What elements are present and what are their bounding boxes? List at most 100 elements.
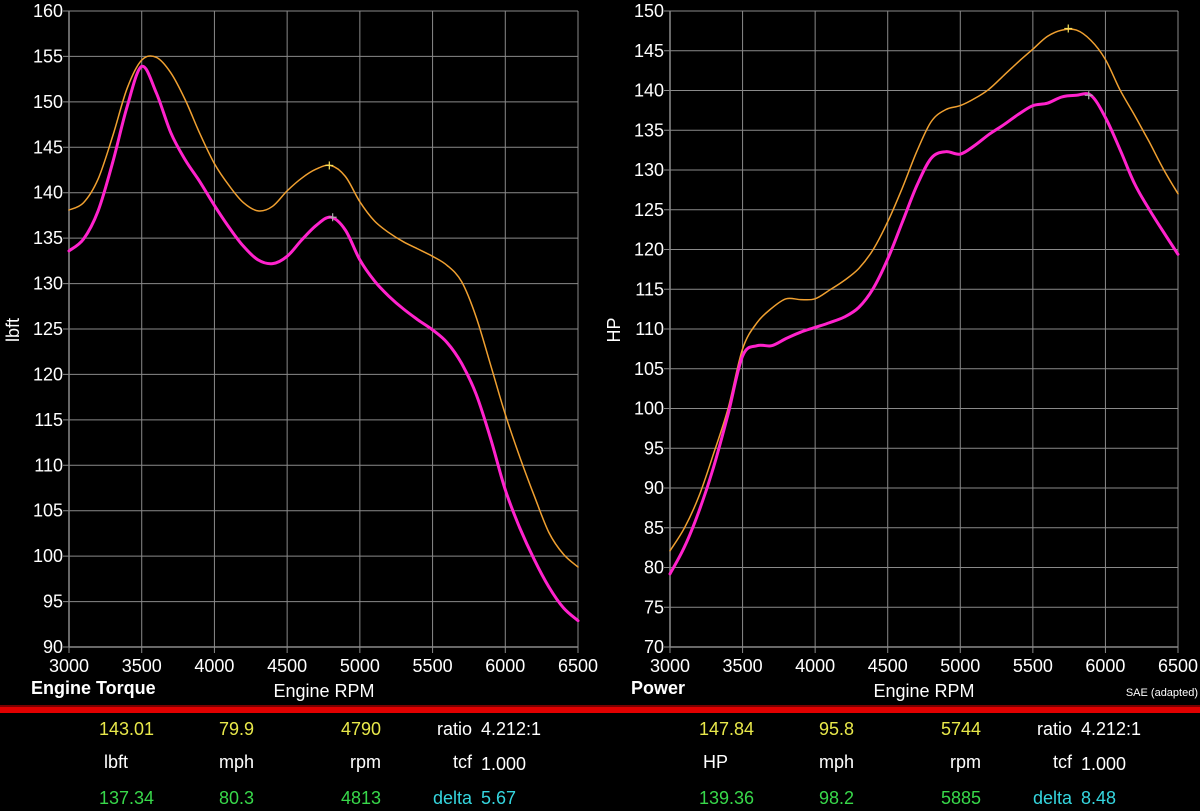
y-tick-label: 125 xyxy=(33,319,63,339)
y-tick-label: 70 xyxy=(644,637,664,657)
y-tick-label: 140 xyxy=(33,183,63,203)
y-tick-label: 130 xyxy=(634,160,664,180)
tcf-value: 1.000 xyxy=(481,754,527,774)
x-tick-label: 3000 xyxy=(49,656,89,676)
y-tick-label: 90 xyxy=(644,478,664,498)
delta-label: delta xyxy=(432,788,472,808)
y-tick-label: 150 xyxy=(634,1,664,21)
y-tick-label: 100 xyxy=(634,399,664,419)
chart-title: Power xyxy=(631,678,685,698)
torque-value-b: 137.34 xyxy=(98,788,154,808)
power-readout: 147.84 95.8 5744 ratio 4.212:1 HP mph rp… xyxy=(600,716,1200,811)
cursor-marker xyxy=(325,161,334,170)
torque-value-a: 143.01 xyxy=(98,719,154,739)
power-value-b: 139.36 xyxy=(698,788,754,808)
y-tick-label: 75 xyxy=(644,597,664,617)
speed-unit: mph xyxy=(218,752,254,772)
series-line-run-a xyxy=(68,55,579,568)
series-line-run-b xyxy=(67,64,580,623)
rpm-value-b: 5885 xyxy=(940,788,981,808)
y-tick-label: 95 xyxy=(644,438,664,458)
torque-unit: lbft xyxy=(103,752,128,772)
dyno-charts: 90 95 100 105 110 115 120 125 130 135 140 145 150 155… xyxy=(3,1,1198,701)
y-tick-label: 100 xyxy=(33,546,63,566)
y-tick-label: 145 xyxy=(634,41,664,61)
correction-note: SAE (adapted) xyxy=(1126,687,1198,699)
y-tick-label: 125 xyxy=(634,200,664,220)
y-tick-label: 110 xyxy=(635,319,664,339)
y-tick-label: 120 xyxy=(634,240,664,260)
x-tick-label: 3000 xyxy=(650,656,690,676)
x-tick-label: 4000 xyxy=(194,656,234,676)
y-tick-label: 140 xyxy=(634,81,664,101)
cursor-marker xyxy=(328,213,337,222)
x-tick-label: 3500 xyxy=(122,656,162,676)
y-tick-label: 160 xyxy=(33,1,63,21)
separator-bar xyxy=(0,705,1200,713)
speed-value-a: 79.9 xyxy=(218,719,254,739)
x-tick-label: 6000 xyxy=(485,656,525,676)
ratio-label: ratio xyxy=(1036,719,1072,739)
speed-unit: mph xyxy=(818,752,854,772)
y-tick-label: 85 xyxy=(644,518,664,538)
y-tick-label: 115 xyxy=(34,410,63,430)
tcf-value: 1.000 xyxy=(1081,754,1127,774)
rpm-value-a: 4790 xyxy=(340,719,381,739)
delta-value: 8.48 xyxy=(1081,788,1117,808)
rpm-unit: rpm xyxy=(350,752,381,772)
x-tick-label: 5500 xyxy=(413,656,453,676)
y-tick-label: 105 xyxy=(634,359,664,379)
y-tick-label: 130 xyxy=(33,274,63,294)
x-axis-title: Engine RPM xyxy=(873,681,974,701)
power-panel: 70 75 80 85 90 95 100 105 110 115 120 125 130 135 140 1… xyxy=(604,1,1198,701)
torque-readout: 143.01 79.9 4790 ratio 4.212:1 lbft mph … xyxy=(0,716,600,811)
x-tick-label: 6000 xyxy=(1085,656,1125,676)
y-axis-title: HP xyxy=(604,317,624,342)
y-tick-label: 105 xyxy=(33,501,63,521)
power-unit: HP xyxy=(702,752,728,772)
power-value-a: 147.84 xyxy=(698,719,754,739)
rpm-value-b: 4813 xyxy=(340,788,381,808)
y-tick-label: 80 xyxy=(644,558,664,578)
speed-value-b: 80.3 xyxy=(218,788,254,808)
x-tick-label: 3500 xyxy=(723,656,763,676)
y-tick-label: 145 xyxy=(33,137,63,157)
y-tick-label: 120 xyxy=(33,364,63,384)
series-line-run-a xyxy=(669,28,1179,552)
ratio-label: ratio xyxy=(436,719,472,739)
x-tick-label: 4000 xyxy=(795,656,835,676)
x-axis-title: Engine RPM xyxy=(273,681,374,701)
y-tick-label: 150 xyxy=(33,92,63,112)
series-line-run-b xyxy=(668,92,1180,576)
cursor-marker xyxy=(1064,24,1073,33)
gridlines xyxy=(63,10,579,653)
x-tick-label: 4500 xyxy=(868,656,908,676)
x-tick-label: 5000 xyxy=(940,656,980,676)
y-axis-title: lbft xyxy=(3,318,23,342)
tcf-label: tcf xyxy=(452,752,472,772)
speed-value-b: 98.2 xyxy=(818,788,854,808)
y-tick-label: 135 xyxy=(33,228,63,248)
rpm-value-a: 5744 xyxy=(940,719,981,739)
rpm-unit: rpm xyxy=(950,752,981,772)
x-tick-label: 6500 xyxy=(558,656,598,676)
delta-value: 5.67 xyxy=(481,788,517,808)
x-tick-label: 4500 xyxy=(267,656,307,676)
cursor-marker xyxy=(1084,91,1093,100)
ratio-value: 4.212:1 xyxy=(481,719,542,739)
y-tick-label: 155 xyxy=(33,46,63,66)
torque-panel: 90 95 100 105 110 115 120 125 130 135 140 145 150 155… xyxy=(3,1,598,701)
x-tick-label: 6500 xyxy=(1158,656,1198,676)
x-tick-label: 5000 xyxy=(340,656,380,676)
y-tick-label: 115 xyxy=(635,279,664,299)
y-tick-label: 95 xyxy=(43,592,63,612)
y-tick-label: 90 xyxy=(43,637,63,657)
x-tick-label: 5500 xyxy=(1013,656,1053,676)
y-tick-label: 110 xyxy=(34,455,63,475)
chart-title: Engine Torque xyxy=(31,678,156,698)
speed-value-a: 95.8 xyxy=(818,719,854,739)
delta-label: delta xyxy=(1032,788,1072,808)
tcf-label: tcf xyxy=(1052,752,1072,772)
y-tick-label: 135 xyxy=(634,120,664,140)
ratio-value: 4.212:1 xyxy=(1081,719,1142,739)
